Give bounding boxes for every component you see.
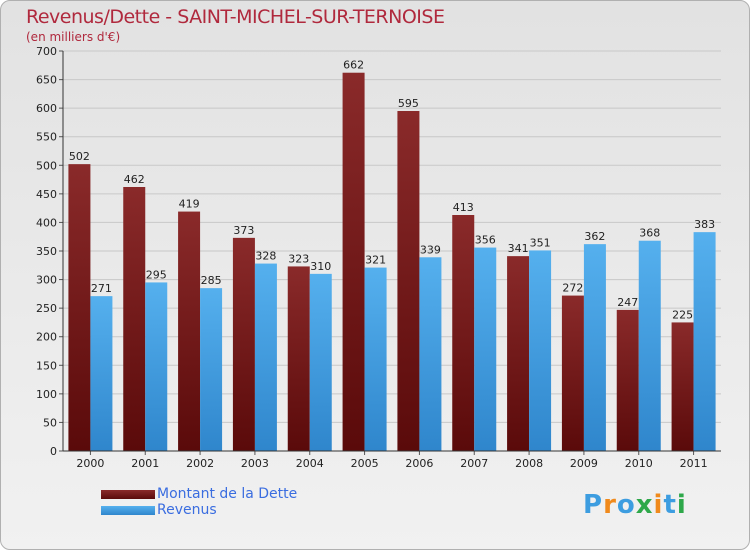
y-tick-label: 650 <box>36 74 57 87</box>
y-tick-label: 150 <box>36 359 57 372</box>
data-label-debt: 462 <box>124 173 145 186</box>
data-label-revenue: 310 <box>310 260 331 273</box>
legend-swatch-revenue <box>101 506 155 515</box>
y-tick-label: 450 <box>36 188 57 201</box>
legend-swatch-debt <box>101 490 155 499</box>
y-tick-label: 500 <box>36 159 57 172</box>
y-tick-label: 50 <box>43 416 57 429</box>
bar-revenue <box>364 267 387 451</box>
data-label-revenue: 383 <box>694 218 715 231</box>
bar-revenue <box>638 240 661 451</box>
y-tick-label: 0 <box>50 445 57 458</box>
x-tick-label: 2011 <box>680 457 708 470</box>
bar-revenue <box>693 232 716 451</box>
data-label-debt: 341 <box>508 242 529 255</box>
x-tick-label: 2010 <box>625 457 653 470</box>
logo-letter: t <box>663 490 677 520</box>
bar-debt <box>123 187 146 451</box>
data-label-revenue: 351 <box>530 236 551 249</box>
x-tick-label: 2007 <box>460 457 488 470</box>
bar-debt <box>232 237 255 451</box>
bar-revenue <box>200 288 223 451</box>
data-label-revenue: 356 <box>475 234 496 247</box>
chart-title: Revenus/Dette - SAINT-MICHEL-SUR-TERNOIS… <box>26 6 445 28</box>
data-label-debt: 595 <box>398 97 419 110</box>
logo-letter: r <box>603 490 617 520</box>
data-label-revenue: 295 <box>146 268 167 281</box>
data-label-debt: 225 <box>672 308 693 321</box>
data-label-debt: 419 <box>179 198 200 211</box>
bar-debt <box>397 111 420 451</box>
y-tick-label: 300 <box>36 274 57 287</box>
logo-letter: x <box>635 490 654 520</box>
bar-revenue <box>419 257 442 451</box>
data-label-debt: 662 <box>343 59 364 72</box>
bar-revenue <box>309 273 332 451</box>
y-tick-label: 200 <box>36 331 57 344</box>
bar-revenue <box>474 247 497 451</box>
y-tick-label: 100 <box>36 388 57 401</box>
y-tick-label: 550 <box>36 131 57 144</box>
proxiti-logo: Proxiti <box>583 490 687 520</box>
x-tick-label: 2001 <box>131 457 159 470</box>
y-tick-label: 700 <box>36 45 57 58</box>
legend-label-revenue: Revenus <box>157 502 217 518</box>
data-label-revenue: 285 <box>201 274 222 287</box>
y-tick-label: 400 <box>36 216 57 229</box>
data-label-revenue: 328 <box>255 250 276 263</box>
x-tick-label: 2003 <box>241 457 269 470</box>
logo-letter: o <box>616 490 636 520</box>
bar-revenue <box>529 250 552 451</box>
bar-debt <box>507 256 530 451</box>
data-label-revenue: 339 <box>420 243 441 256</box>
bar-debt <box>68 164 91 451</box>
data-label-debt: 323 <box>288 252 309 265</box>
bar-debt <box>561 295 584 451</box>
data-label-revenue: 368 <box>639 227 660 240</box>
x-tick-label: 2002 <box>186 457 214 470</box>
data-label-revenue: 271 <box>91 282 112 295</box>
bar-debt <box>342 72 365 451</box>
logo-letter: i <box>653 490 664 520</box>
x-tick-label: 2004 <box>296 457 324 470</box>
logo-letter: P <box>583 490 604 520</box>
bar-debt <box>452 215 475 451</box>
x-tick-label: 2005 <box>351 457 379 470</box>
chart-subtitle: (en milliers d'€) <box>26 30 121 44</box>
y-tick-label: 600 <box>36 102 57 115</box>
x-tick-label: 2009 <box>570 457 598 470</box>
bar-debt <box>616 309 639 451</box>
data-label-debt: 373 <box>233 224 254 237</box>
data-label-debt: 413 <box>453 201 474 214</box>
bar-debt <box>671 322 694 451</box>
legend-label-debt: Montant de la Dette <box>157 486 298 502</box>
data-label-debt: 272 <box>562 282 583 295</box>
y-tick-label: 350 <box>36 245 57 258</box>
data-label-debt: 247 <box>617 296 638 309</box>
x-tick-label: 2006 <box>405 457 433 470</box>
bar-revenue <box>145 282 168 451</box>
bar-revenue <box>583 244 606 451</box>
bar-revenue <box>254 263 277 451</box>
bar-debt <box>178 211 201 451</box>
data-label-revenue: 321 <box>365 254 386 267</box>
logo-letter: i <box>676 490 687 520</box>
data-label-debt: 502 <box>69 150 90 163</box>
y-tick-label: 250 <box>36 302 57 315</box>
bar-debt <box>287 266 310 451</box>
data-label-revenue: 362 <box>584 230 605 243</box>
x-tick-label: 2000 <box>76 457 104 470</box>
x-tick-label: 2008 <box>515 457 543 470</box>
bar-revenue <box>90 296 113 451</box>
